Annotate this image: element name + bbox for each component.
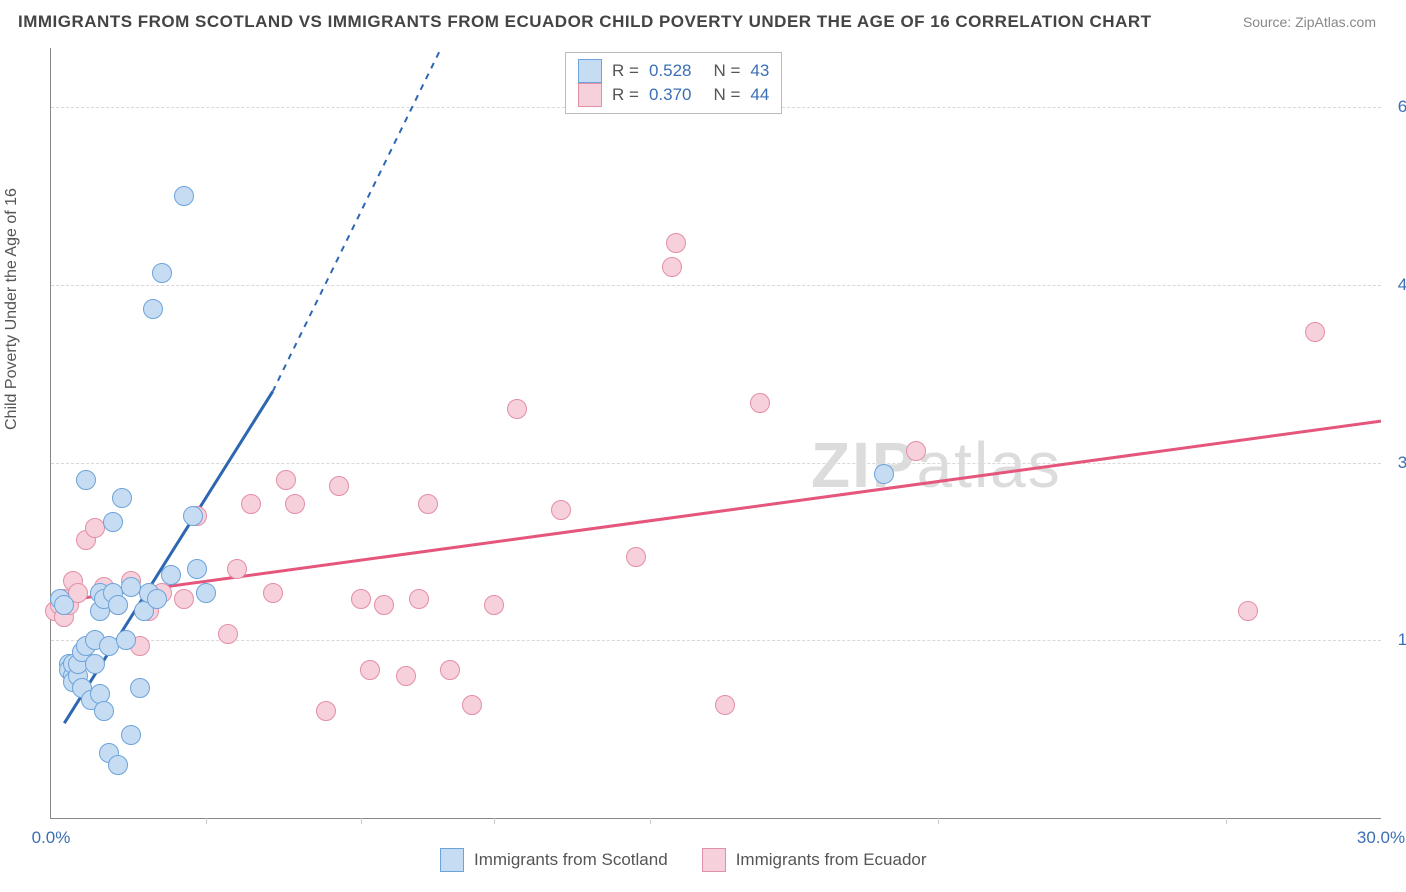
data-point (85, 654, 105, 674)
n-label: N = (713, 85, 740, 105)
n-label: N = (713, 61, 740, 81)
data-point (116, 630, 136, 650)
data-point (161, 565, 181, 585)
swatch-scotland (440, 848, 464, 872)
legend-item-ecuador: Immigrants from Ecuador (702, 848, 927, 872)
data-point (906, 441, 926, 461)
data-point (360, 660, 380, 680)
swatch-scotland (578, 59, 602, 83)
watermark-atlas: atlas (917, 429, 1062, 501)
data-point (484, 595, 504, 615)
data-point (143, 299, 163, 319)
data-point (108, 755, 128, 775)
data-point (76, 470, 96, 490)
x-minor-tick (494, 818, 495, 824)
x-tick-label: 30.0% (1357, 828, 1405, 848)
legend-label-scotland: Immigrants from Scotland (474, 850, 668, 870)
x-minor-tick (650, 818, 651, 824)
data-point (507, 399, 527, 419)
r-value-scotland: 0.528 (649, 61, 692, 81)
data-point (103, 512, 123, 532)
data-point (351, 589, 371, 609)
r-label: R = (612, 61, 639, 81)
data-point (276, 470, 296, 490)
y-tick-label: 45.0% (1391, 275, 1406, 295)
data-point (183, 506, 203, 526)
gridline-h (51, 285, 1381, 286)
watermark: ZIPatlas (811, 428, 1062, 502)
data-point (174, 186, 194, 206)
data-point (626, 547, 646, 567)
source-label: Source: (1243, 14, 1291, 30)
x-tick-label: 0.0% (32, 828, 71, 848)
correlation-legend: R = 0.528 N = 43 R = 0.370 N = 44 (565, 52, 782, 114)
data-point (108, 595, 128, 615)
data-point (551, 500, 571, 520)
data-point (1238, 601, 1258, 621)
y-axis-label: Child Poverty Under the Age of 16 (3, 188, 21, 430)
data-point (196, 583, 216, 603)
x-minor-tick (206, 818, 207, 824)
data-point (187, 559, 207, 579)
data-point (54, 595, 74, 615)
data-point (112, 488, 132, 508)
data-point (152, 263, 172, 283)
legend-item-scotland: Immigrants from Scotland (440, 848, 668, 872)
legend-row-ecuador: R = 0.370 N = 44 (578, 83, 769, 107)
data-point (374, 595, 394, 615)
data-point (418, 494, 438, 514)
y-tick-label: 30.0% (1391, 453, 1406, 473)
y-tick-label: 60.0% (1391, 97, 1406, 117)
data-point (662, 257, 682, 277)
n-value-ecuador: 44 (750, 85, 769, 105)
data-point (1305, 322, 1325, 342)
r-value-ecuador: 0.370 (649, 85, 692, 105)
data-point (409, 589, 429, 609)
data-point (241, 494, 261, 514)
source-value: ZipAtlas.com (1295, 14, 1376, 30)
r-label: R = (612, 85, 639, 105)
n-value-scotland: 43 (750, 61, 769, 81)
x-minor-tick (361, 818, 362, 824)
scatter-plot: ZIPatlas 15.0%30.0%45.0%60.0%0.0%30.0% (50, 48, 1381, 819)
data-point (174, 589, 194, 609)
data-point (130, 678, 150, 698)
data-point (329, 476, 349, 496)
gridline-h (51, 640, 1381, 641)
data-point (90, 684, 110, 704)
gridline-h (51, 463, 1381, 464)
data-point (263, 583, 283, 603)
chart-title: IMMIGRANTS FROM SCOTLAND VS IMMIGRANTS F… (18, 12, 1152, 32)
x-minor-tick (1226, 818, 1227, 824)
y-tick-label: 15.0% (1391, 630, 1406, 650)
data-point (874, 464, 894, 484)
data-point (94, 701, 114, 721)
data-point (121, 725, 141, 745)
data-point (750, 393, 770, 413)
data-point (715, 695, 735, 715)
data-point (147, 589, 167, 609)
source-attribution: Source: ZipAtlas.com (1243, 14, 1376, 30)
watermark-zip: ZIP (811, 429, 917, 501)
data-point (396, 666, 416, 686)
data-point (440, 660, 460, 680)
series-legend: Immigrants from Scotland Immigrants from… (440, 848, 927, 872)
legend-row-scotland: R = 0.528 N = 43 (578, 59, 769, 83)
data-point (218, 624, 238, 644)
swatch-ecuador (702, 848, 726, 872)
x-minor-tick (938, 818, 939, 824)
data-point (316, 701, 336, 721)
data-point (462, 695, 482, 715)
legend-label-ecuador: Immigrants from Ecuador (736, 850, 927, 870)
data-point (227, 559, 247, 579)
data-point (285, 494, 305, 514)
trend-line-extrapolated (273, 48, 441, 392)
swatch-ecuador (578, 83, 602, 107)
data-point (666, 233, 686, 253)
